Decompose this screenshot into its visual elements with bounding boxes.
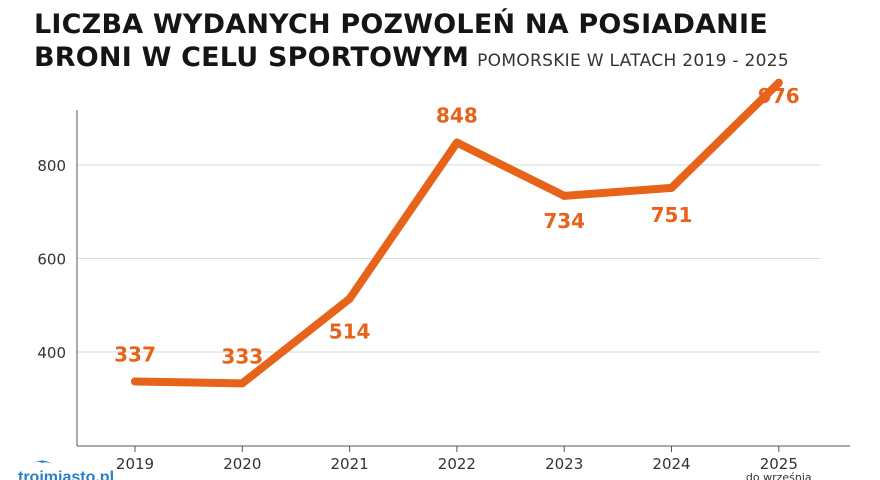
data-label-2019: 337 xyxy=(114,342,156,366)
data-point-2021 xyxy=(345,294,354,303)
data-label-2020: 333 xyxy=(221,344,263,368)
data-label-2022: 848 xyxy=(436,104,478,128)
x-tick-label-2025: 2025 xyxy=(760,455,798,473)
data-point-2020 xyxy=(238,379,247,388)
logo-wordmark: trojmiasto.pl xyxy=(18,469,114,480)
data-label-2021: 514 xyxy=(329,320,371,344)
x-tick-note-2025: do września xyxy=(746,471,812,480)
data-point-2025 xyxy=(774,78,783,87)
data-point-2024 xyxy=(667,183,676,192)
y-tick-label-400: 400 xyxy=(37,344,66,362)
seagull-icon xyxy=(32,460,52,464)
brand-logo: trojmiasto.pl xyxy=(18,460,114,480)
chart-title: LICZBA WYDANYCH POZWOLEŃ NA POSIADANIE B… xyxy=(34,8,789,78)
series-line xyxy=(131,78,783,388)
y-tick-label-800: 800 xyxy=(37,157,66,175)
title-line-1: LICZBA WYDANYCH POZWOLEŃ NA POSIADANIE xyxy=(34,9,768,40)
x-tick-label-2020: 2020 xyxy=(223,455,261,473)
chart-subtitle: POMORSKIE W LATACH 2019 - 2025 xyxy=(477,51,790,71)
data-label-2023: 734 xyxy=(543,209,585,233)
data-label-2024: 751 xyxy=(651,203,693,227)
data-point-2019 xyxy=(131,377,139,386)
x-tick-label-2022: 2022 xyxy=(438,455,476,473)
x-tick-label-2024: 2024 xyxy=(652,455,690,473)
y-tick-label-600: 600 xyxy=(37,251,66,269)
x-tick-label-2021: 2021 xyxy=(331,455,369,473)
x-tick-label-2023: 2023 xyxy=(545,455,583,473)
x-tick-label-2019: 2019 xyxy=(116,455,154,473)
data-point-2022 xyxy=(452,138,461,147)
title-line-2: BRONI W CELU SPORTOWYM xyxy=(34,42,470,73)
data-point-2023 xyxy=(560,191,569,200)
data-label-2025: 976 xyxy=(758,84,800,108)
